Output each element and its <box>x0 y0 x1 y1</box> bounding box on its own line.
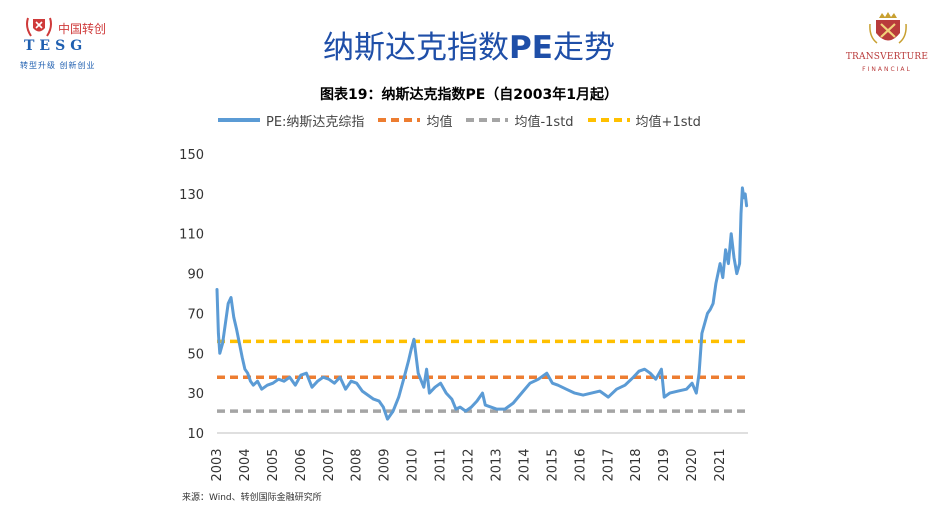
tick-labels: 150 130 110 90 70 50 30 10 2003 2004 2005 2006 2007 2… <box>179 148 728 482</box>
y-tick-label: 150 <box>179 148 204 163</box>
legend-label-plus-std: 均值+1std <box>635 114 701 130</box>
x-tick-label: 2008 <box>350 448 365 481</box>
brand-slogan: 转型升级 创新创业 <box>20 61 96 70</box>
y-tick-label: 30 <box>187 387 204 402</box>
transverture-logo: TRANSVERTURE FINANCIAL <box>842 8 932 74</box>
brand-cn: 中国转创 <box>58 22 107 36</box>
legend-label-minus-std: 均值-1std <box>514 114 574 130</box>
pe-series-line <box>215 186 749 421</box>
brand-en: TESG <box>24 38 88 54</box>
x-tick-label: 2020 <box>685 448 700 481</box>
x-tick-label: 2017 <box>601 448 616 481</box>
tesg-logo: 中国转创 TESG 转型升级 创新创业 <box>10 8 120 74</box>
chart-legend: PE:纳斯达克综指 均值 均值-1std 均值+1std <box>218 110 715 130</box>
laurel-shield-icon <box>26 17 52 37</box>
page-title-part-1: 纳斯达克指数 <box>323 30 510 66</box>
legend-item-plus-std: 均值+1std <box>587 111 701 130</box>
page-title-part-3: 走势 <box>552 30 615 66</box>
legend-swatch-minus-std <box>466 118 509 122</box>
x-tick-label: 2007 <box>322 448 337 481</box>
x-tick-label: 2014 <box>517 448 532 481</box>
page-title-part-2: PE <box>509 30 553 66</box>
brand-sub: FINANCIAL <box>862 66 912 73</box>
x-tick-label: 2009 <box>378 448 393 481</box>
legend-label-pe: PE:纳斯达克综指 <box>266 114 365 130</box>
y-tick-label: 50 <box>187 347 204 362</box>
x-tick-label: 2016 <box>573 448 588 481</box>
legend-swatch-plus-std <box>587 118 630 122</box>
x-tick-label: 2004 <box>238 448 253 481</box>
series-layer <box>215 186 749 421</box>
legend-item-mean: 均值 <box>378 111 452 130</box>
x-tick-label: 2018 <box>629 448 644 481</box>
x-tick-label: 2006 <box>294 448 309 481</box>
x-tick-label: 2021 <box>713 448 728 481</box>
y-tick-label: 90 <box>187 268 204 283</box>
legend-label-mean: 均值 <box>426 114 453 130</box>
y-tick-label: 70 <box>187 307 204 322</box>
reference-lines <box>217 339 748 413</box>
legend-item-pe: PE:纳斯达克综指 <box>218 111 364 130</box>
legend-item-minus-std: 均值-1std <box>466 111 574 130</box>
page-title: 纳斯达克指数PE走势 <box>0 22 938 67</box>
crown-shield-icon <box>869 12 907 44</box>
legend-swatch-mean <box>378 118 421 122</box>
chart-title: 图表19：纳斯达克指数PE（自2003年1月起） <box>319 87 618 103</box>
brand-en: TRANSVERTURE <box>845 52 929 62</box>
x-tick-label: 2015 <box>545 448 560 481</box>
x-tick-label: 2003 <box>210 448 225 481</box>
x-tick-label: 2005 <box>266 448 281 481</box>
legend-swatch-pe <box>218 118 260 122</box>
y-tick-label: 10 <box>187 427 204 442</box>
y-tick-label: 110 <box>179 228 204 243</box>
x-tick-label: 2019 <box>657 448 672 481</box>
x-tick-label: 2013 <box>489 448 504 481</box>
x-tick-label: 2011 <box>434 448 449 481</box>
x-tick-label: 2012 <box>462 448 477 481</box>
x-tick-label: 2010 <box>406 448 421 481</box>
y-tick-label: 130 <box>179 188 204 203</box>
source-note: 来源：Wind、转创国际金融研究所 <box>182 493 322 503</box>
